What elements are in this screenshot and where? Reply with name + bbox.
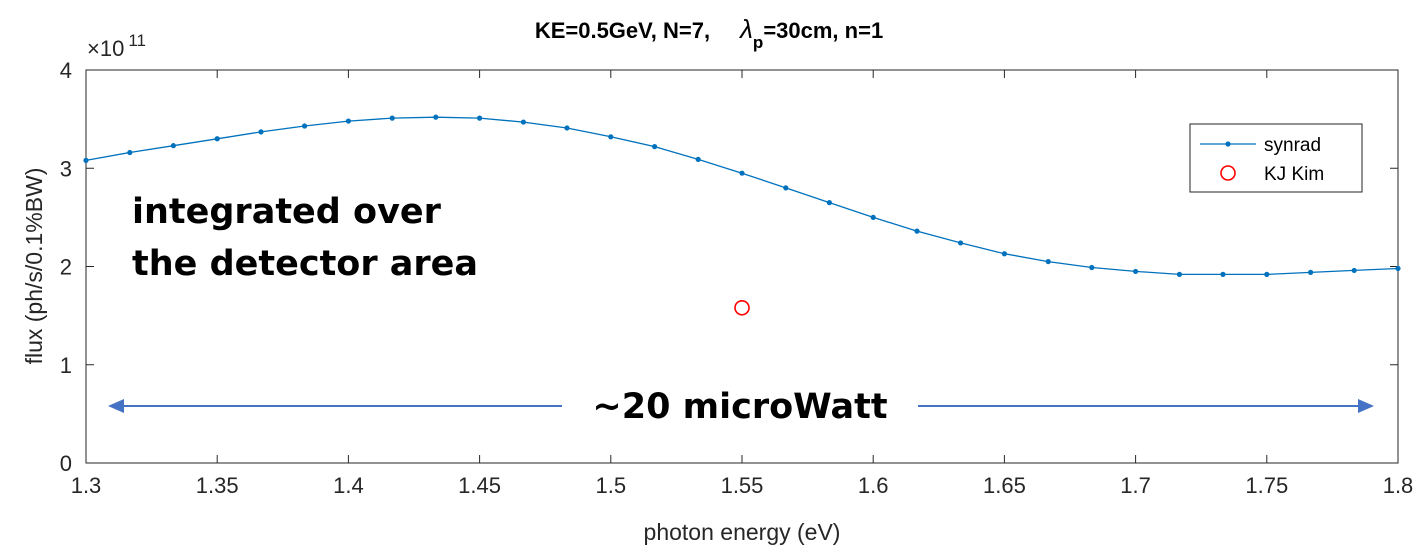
x-tick-label: 1.45 [458,473,501,498]
series-synrad-point [477,115,483,121]
series-synrad-point [652,144,658,150]
annotation-power: ~20 microWatt [592,387,887,427]
left-arrow-head [108,399,124,413]
x-axis-label: photon energy (eV) [644,519,841,545]
annotation-integrated-line1: integrated over [132,192,442,232]
series-synrad-point [564,125,570,131]
legend-kjkim-label: KJ Kim [1264,164,1324,185]
y-tick-label: 1 [60,353,72,378]
series-synrad-point [214,136,220,142]
y-tick-label: 0 [60,451,72,476]
y-multiplier: ×10 11 [87,31,146,61]
series-layer [83,114,1401,316]
legend-synrad-label: synrad [1264,135,1321,156]
annotation-integrated-line2: the detector area [132,244,478,284]
series-synrad-point [1001,251,1008,257]
series-synrad-point [170,143,176,149]
series-synrad-point [608,134,614,140]
series-synrad-point [739,170,745,176]
x-tick-label: 1.35 [196,473,239,498]
y-multiplier-exponent: 11 [128,31,146,50]
series-synrad-point [258,129,264,135]
y-tick-label: 4 [60,58,72,83]
ticks-layer: 1.3 1.35 1.4 1.45 1.5 1.55 1.6 1.65 1.7 1.75 1.8 0 1… [60,58,1414,498]
x-tick-label: 1.5 [596,473,627,498]
series-synrad-point [1045,258,1051,265]
plot-area [85,69,1399,464]
right-arrow-head [1358,399,1374,413]
series-synrad-point [957,240,964,246]
y-multiplier-base: ×10 [87,36,124,61]
x-tick-label: 1.4 [333,473,364,498]
x-tick-label: 1.7 [1120,473,1151,498]
series-synrad-point [433,114,439,120]
series-synrad-point [127,149,133,156]
title-lambda-sub: p [753,33,763,52]
y-axis-label: flux (ph/s/0.1%BW) [21,168,47,365]
series-synrad-point [695,156,701,163]
series-synrad-point [1351,267,1357,274]
series-synrad-point [301,123,308,129]
series-synrad-point [826,200,832,206]
series-kjkim-point [734,299,750,316]
legend: synrad KJ Kim [1189,123,1363,193]
legend-box [1189,123,1363,193]
x-tick-label: 1.55 [721,473,764,498]
series-synrad-point [1395,265,1401,272]
x-tick-label: 1.65 [983,473,1026,498]
x-tick-label: 1.6 [858,473,889,498]
series-synrad-point [1264,271,1270,277]
title-lambda: λ [738,14,753,44]
series-synrad-point [1089,264,1095,271]
series-synrad-point [1220,271,1226,277]
series-synrad-point [1133,268,1139,275]
title-suffix: =30cm, n=1 [763,18,883,43]
series-synrad-point [870,214,876,220]
series-synrad-point [520,119,527,125]
series-synrad-point [1308,269,1314,275]
x-tick-label: 1.8 [1383,473,1414,498]
y-tick-label: 2 [60,255,72,280]
title-prefix: KE=0.5GeV, N=7, [535,18,710,43]
power-arrow [108,399,1374,413]
series-synrad-point [1176,271,1183,277]
legend-kjkim-marker [1220,165,1236,181]
y-tick-label: 3 [60,156,72,181]
series-synrad-point [83,157,89,163]
series-synrad-point [783,185,789,191]
series-synrad-point [914,228,920,234]
x-tick-label: 1.3 [71,473,102,498]
series-synrad-point [389,115,395,121]
series-synrad-point [345,118,351,124]
x-tick-label: 1.75 [1245,473,1288,498]
chart-title: KE=0.5GeV, N=7, λp=30cm, n=1 [535,14,883,52]
legend-synrad-marker [1225,141,1231,147]
